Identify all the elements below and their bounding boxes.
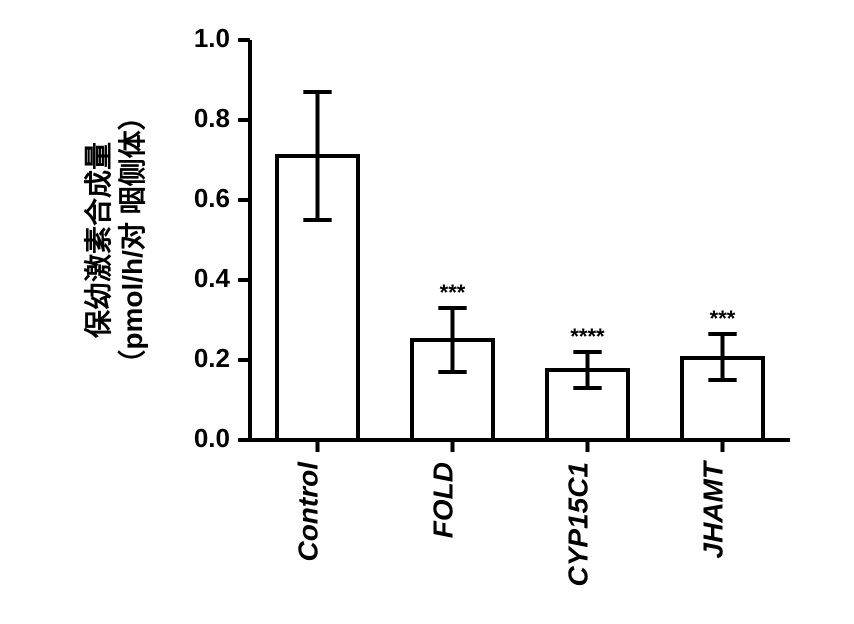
significance-label: *** bbox=[440, 280, 466, 305]
x-category-label: CYP15C1 bbox=[563, 462, 594, 587]
significance-label: **** bbox=[570, 324, 605, 349]
y-axis-label: 保幼激素合成量（pmol/h/对 咽侧体） bbox=[82, 102, 148, 377]
x-category-label: Control bbox=[293, 461, 324, 562]
y-tick-label: 0.2 bbox=[194, 343, 230, 373]
chart-svg: 0.0 0.2 0.4 0.6 0.8 1.0 Control *** FOLD **** CYP1… bbox=[0, 0, 854, 624]
y-tick-label: 0.8 bbox=[194, 103, 230, 133]
y-tick-label: 0.0 bbox=[194, 423, 230, 453]
y-axis-label-line1: 保幼激素合成量 bbox=[82, 142, 114, 338]
significance-label: *** bbox=[710, 306, 736, 331]
y-tick-label: 0.4 bbox=[194, 263, 231, 293]
x-category-label: JHAMT bbox=[698, 459, 729, 558]
y-axis-label-line2: （pmol/h/对 咽侧体） bbox=[116, 102, 148, 377]
y-tick-label: 0.6 bbox=[194, 183, 230, 213]
x-category-label: FOLD bbox=[428, 462, 459, 538]
jh-synthesis-bar-chart: 0.0 0.2 0.4 0.6 0.8 1.0 Control *** FOLD **** CYP1… bbox=[0, 0, 854, 624]
y-tick-label: 1.0 bbox=[194, 23, 230, 53]
